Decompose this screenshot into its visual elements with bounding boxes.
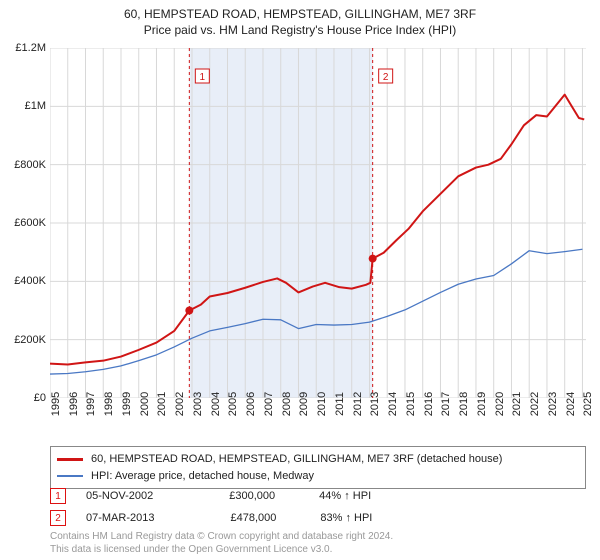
- x-tick-label: 2005: [227, 392, 239, 416]
- x-tick-label: 2004: [210, 392, 222, 416]
- x-tick-label: 2019: [476, 392, 488, 416]
- x-tick-label: 2000: [139, 392, 151, 416]
- x-tick-label: 2024: [565, 392, 577, 416]
- sale-pct-1: 44% ↑ HPI: [319, 490, 371, 502]
- x-tick-label: 2001: [156, 392, 168, 416]
- x-tick-label: 1998: [103, 392, 115, 416]
- footnote-line-2: This data is licensed under the Open Gov…: [50, 544, 393, 557]
- x-axis: 1995199619971998199920002001200220032004…: [50, 400, 586, 440]
- y-tick-label: £200K: [14, 334, 46, 346]
- svg-text:1: 1: [200, 72, 206, 83]
- y-tick-label: £1M: [25, 100, 46, 112]
- legend-label-red: 60, HEMPSTEAD ROAD, HEMPSTEAD, GILLINGHA…: [91, 451, 502, 468]
- legend-swatch-red: [57, 458, 83, 461]
- x-tick-label: 2015: [405, 392, 417, 416]
- chart-area: 12 £0£200K£400K£600K£800K£1M£1.2M 199519…: [50, 48, 586, 398]
- footnote-line-1: Contains HM Land Registry data © Crown c…: [50, 531, 393, 544]
- line-chart: 12: [50, 48, 586, 398]
- sale-marker-2: 2: [50, 510, 66, 526]
- sale-price-2: £478,000: [230, 512, 276, 524]
- title-line-1: 60, HEMPSTEAD ROAD, HEMPSTEAD, GILLINGHA…: [0, 6, 600, 22]
- sale-price-1: £300,000: [229, 490, 275, 502]
- y-tick-label: £400K: [14, 275, 46, 287]
- sale-row-1: 1 05-NOV-2002 £300,000 44% ↑ HPI: [50, 488, 586, 504]
- x-tick-label: 2002: [174, 392, 186, 416]
- x-tick-label: 2006: [245, 392, 257, 416]
- svg-text:2: 2: [383, 72, 389, 83]
- x-tick-label: 2020: [494, 392, 506, 416]
- x-tick-label: 2021: [511, 392, 523, 416]
- legend-swatch-blue: [57, 475, 83, 477]
- sale-date-1: 05-NOV-2002: [86, 490, 153, 502]
- y-tick-label: £1.2M: [15, 42, 46, 54]
- x-tick-label: 2023: [547, 392, 559, 416]
- x-tick-label: 2012: [352, 392, 364, 416]
- x-tick-label: 1996: [68, 392, 80, 416]
- x-tick-label: 2013: [369, 392, 381, 416]
- legend-row-blue: HPI: Average price, detached house, Medw…: [57, 468, 579, 485]
- x-tick-label: 1999: [121, 392, 133, 416]
- x-tick-label: 2018: [458, 392, 470, 416]
- x-tick-label: 2014: [387, 392, 399, 416]
- x-tick-label: 2017: [440, 392, 452, 416]
- y-tick-label: £800K: [14, 159, 46, 171]
- x-tick-label: 2009: [298, 392, 310, 416]
- sale-row-2: 2 07-MAR-2013 £478,000 83% ↑ HPI: [50, 510, 586, 526]
- sale-date-2: 07-MAR-2013: [86, 512, 154, 524]
- sales-block: 1 05-NOV-2002 £300,000 44% ↑ HPI 2 07-MA…: [50, 488, 586, 532]
- x-tick-label: 2008: [281, 392, 293, 416]
- x-tick-label: 2003: [192, 392, 204, 416]
- x-tick-label: 2025: [582, 392, 594, 416]
- legend: 60, HEMPSTEAD ROAD, HEMPSTEAD, GILLINGHA…: [50, 446, 586, 489]
- legend-row-red: 60, HEMPSTEAD ROAD, HEMPSTEAD, GILLINGHA…: [57, 451, 579, 468]
- y-tick-label: £0: [34, 392, 46, 404]
- x-tick-label: 2007: [263, 392, 275, 416]
- sale-pct-2: 83% ↑ HPI: [320, 512, 372, 524]
- legend-label-blue: HPI: Average price, detached house, Medw…: [91, 468, 314, 485]
- x-tick-label: 2011: [334, 392, 346, 416]
- x-tick-label: 2010: [316, 392, 328, 416]
- x-tick-label: 1995: [50, 392, 62, 416]
- y-axis: £0£200K£400K£600K£800K£1M£1.2M: [4, 48, 46, 398]
- y-tick-label: £600K: [14, 217, 46, 229]
- x-tick-label: 2022: [529, 392, 541, 416]
- x-tick-label: 1997: [85, 392, 97, 416]
- x-tick-label: 2016: [423, 392, 435, 416]
- sale-marker-1: 1: [50, 488, 66, 504]
- footnote: Contains HM Land Registry data © Crown c…: [50, 531, 393, 556]
- title-line-2: Price paid vs. HM Land Registry's House …: [0, 22, 600, 38]
